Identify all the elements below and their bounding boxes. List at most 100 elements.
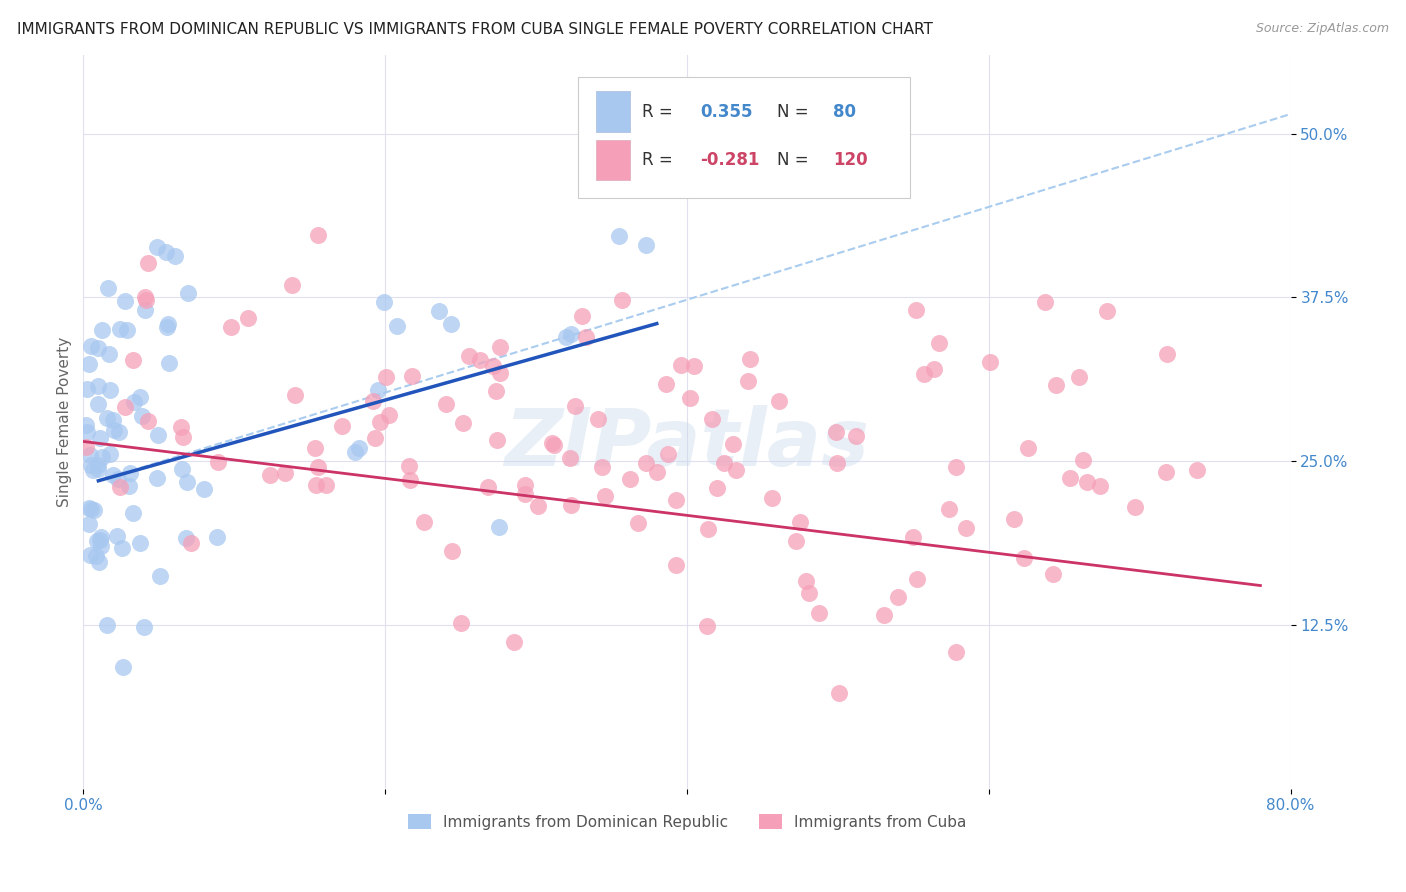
Point — [89, 533, 111, 548]
Point — [77, 516, 100, 531]
Point — [84, 549, 107, 563]
Point — [441, 544, 464, 558]
Point — [924, 362, 946, 376]
Point — [163, 249, 186, 263]
Point — [82, 463, 104, 477]
Point — [591, 460, 613, 475]
Point — [413, 515, 436, 529]
Text: -0.281: -0.281 — [700, 151, 759, 169]
Point — [768, 393, 790, 408]
Point — [129, 390, 152, 404]
Point — [91, 450, 114, 465]
FancyBboxPatch shape — [596, 92, 630, 132]
Point — [96, 618, 118, 632]
Point — [373, 295, 395, 310]
Point — [75, 440, 97, 454]
Point — [122, 506, 145, 520]
Point — [571, 309, 593, 323]
Point — [796, 574, 818, 588]
Point — [385, 319, 408, 334]
Point — [114, 400, 136, 414]
Point — [1012, 551, 1035, 566]
Point — [401, 369, 423, 384]
Point — [586, 412, 609, 426]
Point — [1067, 370, 1090, 384]
Point — [118, 479, 141, 493]
Point — [713, 456, 735, 470]
Point — [157, 356, 180, 370]
Point — [148, 428, 170, 442]
Point — [458, 349, 481, 363]
Point — [281, 278, 304, 293]
Point — [619, 472, 641, 486]
Point — [928, 336, 950, 351]
Point — [101, 468, 124, 483]
Point — [315, 478, 337, 492]
Point — [156, 317, 179, 331]
Point — [207, 455, 229, 469]
Point — [86, 378, 108, 392]
Point — [98, 446, 121, 460]
Point — [1042, 566, 1064, 581]
Point — [488, 367, 510, 381]
Point — [83, 503, 105, 517]
Point — [439, 317, 461, 331]
Point — [80, 502, 103, 516]
Point — [706, 481, 728, 495]
Text: 120: 120 — [832, 151, 868, 169]
Point — [132, 620, 155, 634]
Point — [513, 478, 536, 492]
Point — [170, 420, 193, 434]
Point — [107, 472, 129, 486]
Point — [122, 353, 145, 368]
Point — [955, 521, 977, 535]
Point — [1088, 479, 1111, 493]
Point — [905, 303, 928, 318]
Point — [737, 374, 759, 388]
Point — [945, 645, 967, 659]
Point — [1045, 378, 1067, 392]
Point — [76, 425, 98, 439]
Point — [146, 471, 169, 485]
Point — [527, 500, 550, 514]
Point — [180, 536, 202, 550]
Point — [172, 461, 194, 475]
Point — [304, 441, 326, 455]
Point — [134, 290, 156, 304]
Point — [134, 302, 156, 317]
Point — [845, 429, 868, 443]
Point — [825, 456, 848, 470]
Text: Source: ZipAtlas.com: Source: ZipAtlas.com — [1256, 22, 1389, 36]
Point — [679, 391, 702, 405]
Point — [307, 227, 329, 242]
Point — [259, 468, 281, 483]
FancyBboxPatch shape — [578, 77, 910, 198]
Point — [86, 461, 108, 475]
Text: R =: R = — [643, 103, 678, 120]
Y-axis label: Single Female Poverty: Single Female Poverty — [58, 336, 72, 507]
Point — [330, 419, 353, 434]
Point — [789, 515, 811, 529]
Point — [560, 498, 582, 512]
Point — [172, 430, 194, 444]
Point — [488, 520, 510, 534]
Point — [77, 501, 100, 516]
Point — [87, 555, 110, 569]
Point — [738, 352, 761, 367]
Point — [91, 323, 114, 337]
Text: 80: 80 — [832, 103, 856, 120]
Point — [87, 397, 110, 411]
Point — [108, 481, 131, 495]
Text: R =: R = — [643, 151, 678, 169]
Point — [938, 501, 960, 516]
Point — [86, 533, 108, 548]
Point — [343, 445, 366, 459]
Point — [808, 606, 831, 620]
Point — [887, 590, 910, 604]
Point — [398, 458, 420, 473]
Point — [1035, 294, 1057, 309]
Point — [105, 529, 128, 543]
Point — [193, 482, 215, 496]
Point — [560, 450, 582, 465]
Point — [697, 523, 720, 537]
